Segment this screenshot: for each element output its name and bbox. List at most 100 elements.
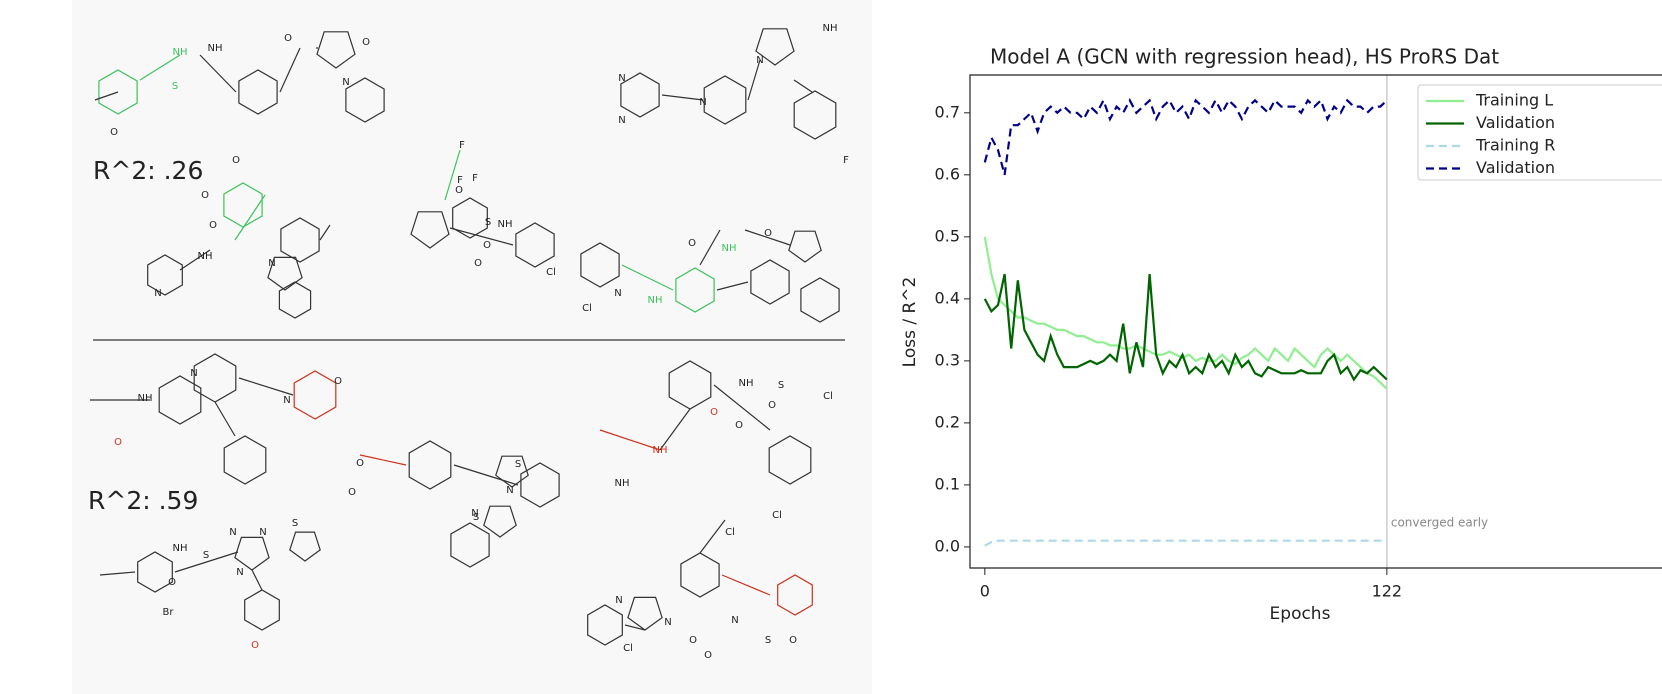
y-tick-label: 0.0 [935,536,960,555]
bond [624,624,646,631]
atom-label: O [455,185,463,196]
ring [289,531,321,562]
bond [744,229,791,246]
axis-spine [969,74,1662,569]
atom-label: N [283,395,290,406]
bond [359,454,407,466]
y-tick-label: 0.5 [935,226,960,245]
atom-label: O [362,37,370,48]
atom-label: N [618,73,625,84]
ring [345,77,385,123]
atom-label: O [710,407,718,418]
atom-label: O [688,238,696,249]
atom-label: NH [173,47,188,58]
legend-label: Validation [1476,158,1555,177]
atom-label: F [843,155,849,166]
atom-label: S [515,459,521,470]
atom-label: Cl [623,643,633,654]
ring [788,230,822,263]
atom-label: S [203,550,209,561]
bond [444,149,461,201]
atom-label: N [615,595,622,606]
atom-label: S [765,635,771,646]
atom-label: NH [208,43,223,54]
series-line [983,97,1388,176]
ring [193,353,237,403]
ring [158,375,202,425]
group-label: R^2: .26 [93,156,203,185]
atom-label: O [474,258,482,269]
bond [699,229,721,266]
bond [713,384,771,431]
atom-label: S [778,380,784,391]
atom-label: NH [138,393,153,404]
y-tick-label: 0.7 [935,102,960,121]
ring [452,197,488,239]
atom-label: N [471,508,478,519]
atom-label: O [735,420,743,431]
ring [137,551,173,593]
legend-box [1417,84,1662,181]
atom-label: Cl [582,303,592,314]
atom-label: N [236,567,243,578]
bond [234,194,266,241]
ring [587,604,623,646]
bond [99,571,136,576]
legend-label: Training L [1475,91,1553,110]
atom-label: N [268,258,275,269]
ring [223,435,267,485]
atom-label: O [209,220,217,231]
atom-label: O [334,376,342,387]
bond [659,408,691,451]
bond [661,94,704,101]
atom-label: O [704,650,712,661]
atom-label: S [292,518,298,529]
bond [214,401,236,437]
ring [293,370,337,420]
atom-label: S [473,512,479,523]
ring [703,75,747,125]
atom-label: O [689,635,697,646]
atom-label: O [284,33,292,44]
bond [199,54,237,93]
atom-label: N [756,55,763,66]
atom-label: Cl [772,510,782,521]
atom-label: O [764,228,772,239]
y-axis-label: Loss / R^2 [900,277,920,368]
x-tick-label: 0 [980,582,990,601]
atom-label: F [457,175,463,186]
bond [251,569,263,591]
atom-label: S [172,81,178,92]
ring [316,31,356,69]
bond [716,281,749,291]
bond [599,429,661,451]
bond [238,377,294,396]
legend-label: Training R [1475,136,1555,155]
atom-label: N [664,617,671,628]
ring [223,182,263,228]
group-label: R^2: .59 [88,486,198,515]
bond [139,54,181,81]
ring [234,536,270,571]
atom-label: O [114,437,122,448]
ring [98,69,138,115]
bond [449,227,514,246]
y-tick-label: 0.4 [935,288,960,307]
atom-label: O [110,127,118,138]
atom-label: O [201,190,209,201]
atom-label: O [168,577,176,588]
chart-title: Model A (GCN with regression head), HS P… [990,45,1499,69]
ring [800,277,840,323]
bond [279,47,301,93]
ring [483,505,517,538]
atom-label: Cl [546,267,556,278]
ring [750,259,790,305]
atom-label: NH [722,243,737,254]
ring [450,522,490,568]
ring [793,90,837,140]
ring [520,462,560,508]
bond [453,464,519,486]
atom-label: NH [615,478,630,489]
atom-label: O [232,155,240,166]
